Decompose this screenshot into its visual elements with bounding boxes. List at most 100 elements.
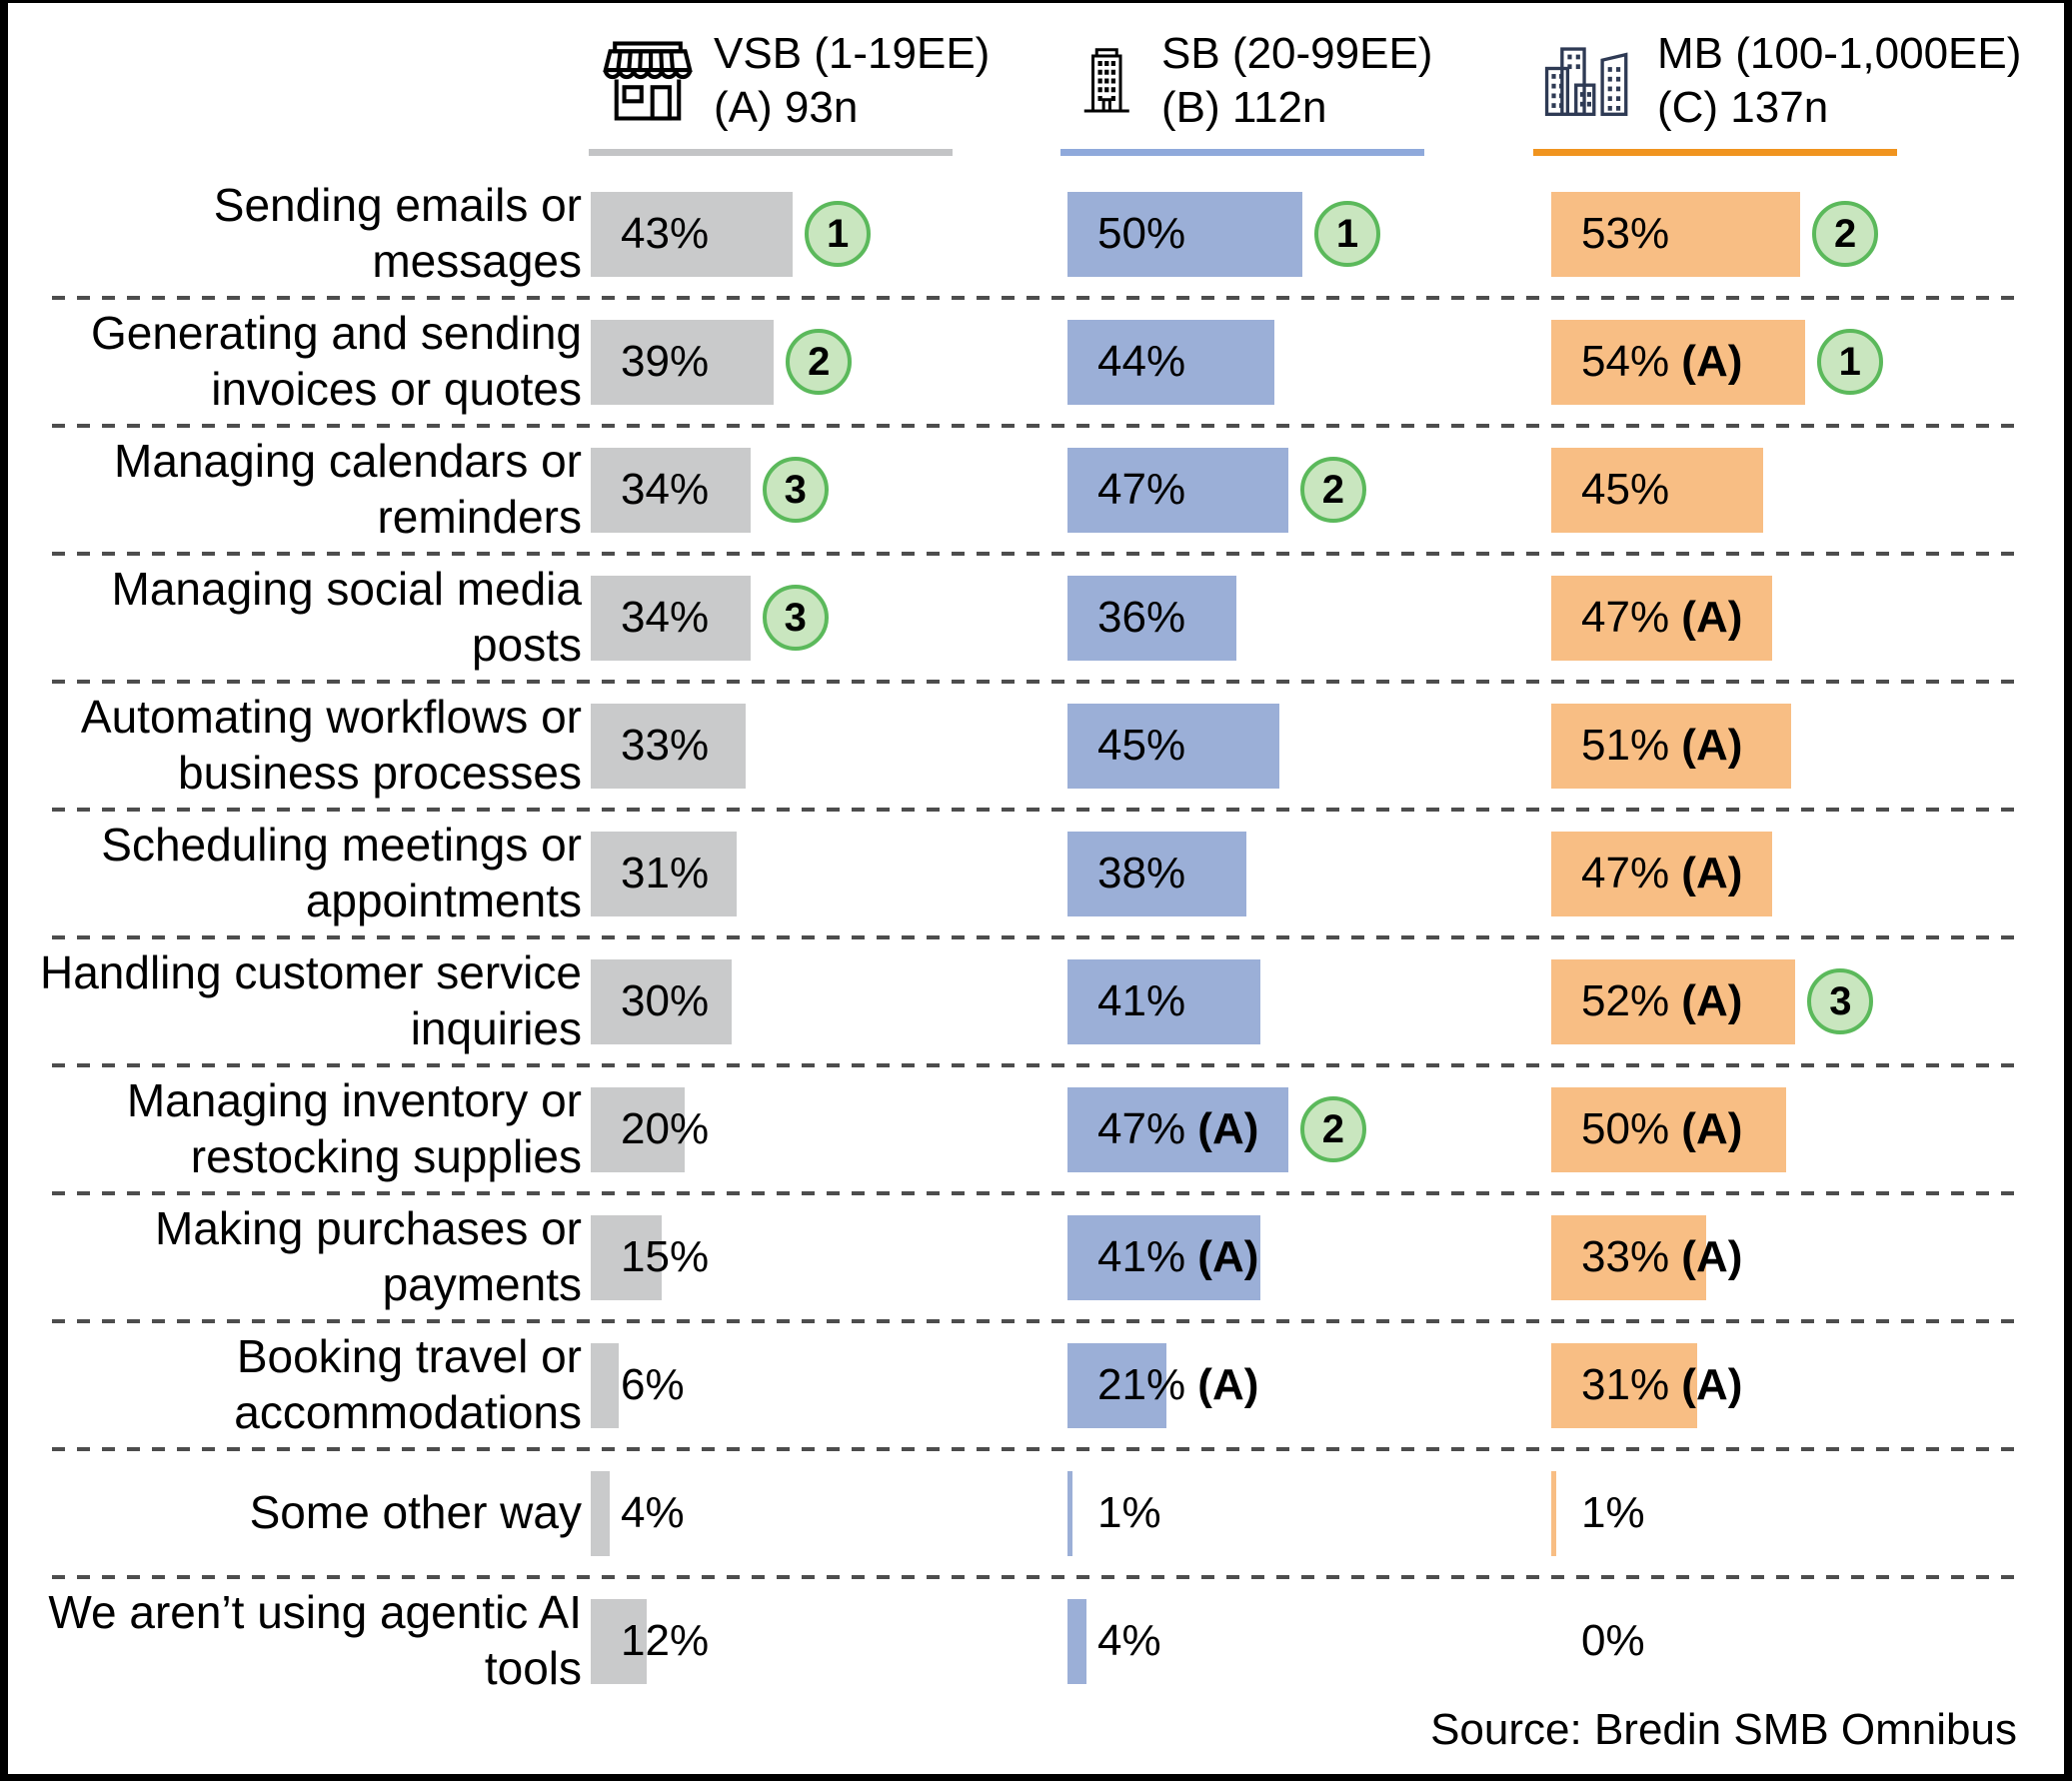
bar-cell-vsb: 20% [591, 1065, 1065, 1193]
category-label: Managing social media posts [111, 563, 583, 671]
category-label: Managing inventory or restocking supplie… [126, 1074, 582, 1182]
chart-row: Managing inventory or restocking supplie… [0, 1063, 2072, 1193]
row-separator [52, 424, 2014, 428]
bar [1551, 704, 1791, 789]
bar-value-label: 15% [621, 1232, 710, 1281]
bar-cell-sb: 50% 1 [1067, 170, 1542, 298]
bar-value-label: 41% (A) [1097, 1232, 1259, 1281]
bar-cell-vsb: 12% [591, 1577, 1065, 1705]
row-separator [52, 1063, 2014, 1067]
bar-cell-sb: 41% [1067, 937, 1542, 1065]
column-base: (B) 112n [1161, 83, 1327, 132]
bar-cell-vsb: 30% [591, 937, 1065, 1065]
bar-value-label: 6% [621, 1360, 685, 1409]
bar [1067, 1215, 1260, 1300]
bar-cell-sb: 1% [1067, 1449, 1542, 1577]
rank-badge: 2 [1299, 457, 1366, 523]
bar-cell-mb: 51% (A) [1551, 682, 2026, 810]
bar-cell-vsb: 34% 3 [591, 426, 1065, 554]
bar [1551, 1471, 1556, 1556]
bar-cell-sb: 41% (A) [1067, 1193, 1542, 1321]
column-underline-sb [1060, 149, 1424, 156]
bar-value-label: 1% [1097, 1488, 1161, 1537]
bar-value-label: 38% [1097, 849, 1186, 897]
chart-row: Some other way 4% 1% 1% [0, 1447, 2072, 1577]
bar-cell-mb: 1% [1551, 1449, 2026, 1577]
significance-marker: (A) [1185, 1360, 1259, 1409]
category-label: Generating and sending invoices or quote… [90, 307, 582, 415]
significance-marker: (A) [1669, 1360, 1743, 1409]
bar [1067, 1599, 1086, 1684]
category-label: Some other way [249, 1486, 582, 1539]
bar [591, 704, 747, 789]
category-label: Automating workflows or business process… [80, 691, 582, 799]
bar-cell-mb: 33% (A) [1551, 1193, 2026, 1321]
bar-value-label: 0% [1581, 1616, 1645, 1665]
bar [1067, 1471, 1072, 1556]
bar [1067, 704, 1279, 789]
chart-row: Managing social media posts 34% 3 36% 47% (A… [0, 552, 2072, 682]
column-header-label: MB (100-1,000EE) (C) 137n [1657, 27, 2021, 134]
storefront-icon [603, 41, 693, 121]
bar [1067, 448, 1288, 533]
category-label: Handling customer service inquiries [39, 946, 582, 1054]
source-note: Source: Bredin SMB Omnibus [1430, 1705, 2017, 1754]
significance-marker: (A) [1185, 1104, 1259, 1153]
bar-value-label: 52% (A) [1581, 976, 1743, 1025]
chart-row: Booking travel or accommodations 6% 21% (A… [0, 1319, 2072, 1449]
bar [591, 1087, 685, 1172]
bar-cell-vsb: 43% 1 [591, 170, 1065, 298]
bar-value-label: 45% [1097, 721, 1186, 770]
bar-cell-sb: 38% [1067, 810, 1542, 937]
column-header-vsb: VSB (1-19EE) (A) 93n [598, 18, 990, 144]
bar-cell-mb: 50% (A) [1551, 1065, 2026, 1193]
bar-value-label: 31% (A) [1581, 1360, 1743, 1409]
bar-value-label: 39% [621, 337, 710, 386]
bar [591, 192, 794, 277]
significance-marker: (A) [1669, 976, 1743, 1025]
bar-cell-vsb: 15% [591, 1193, 1065, 1321]
chart-row: Sending emails or messages 43% 1 50% 1 53% 2 [0, 170, 2072, 298]
bar-value-label: 20% [621, 1104, 710, 1153]
bar-value-label: 1% [1581, 1488, 1645, 1537]
row-separator [52, 808, 2014, 812]
column-header-sb: SB (20-99EE) (B) 112n [1065, 18, 1432, 144]
bar [591, 1599, 648, 1684]
row-separator [52, 1191, 2014, 1195]
bar-value-label: 34% [621, 465, 710, 514]
bar-value-label: 12% [621, 1616, 710, 1665]
bar-cell-mb: 53% 2 [1551, 170, 2026, 298]
bar-cell-mb: 47% (A) [1551, 810, 2026, 937]
bar-cell-sb: 47% 2 [1067, 426, 1542, 554]
bar [591, 959, 732, 1044]
column-underline-mb [1533, 149, 1897, 156]
bar-value-label: 51% (A) [1581, 721, 1743, 770]
column-header-label: VSB (1-19EE) (A) 93n [714, 27, 990, 134]
bar [1067, 576, 1237, 661]
bar-cell-sb: 21% (A) [1067, 1321, 1542, 1449]
bar [1551, 1215, 1707, 1300]
bar-value-label: 44% [1097, 337, 1186, 386]
significance-marker: (A) [1669, 593, 1743, 642]
category-label: Making purchases or payments [155, 1202, 582, 1310]
bar-value-label: 45% [1581, 465, 1670, 514]
bar [591, 576, 751, 661]
bar [591, 1215, 662, 1300]
bar-value-label: 33% [621, 721, 710, 770]
bar [591, 320, 775, 405]
rank-badge: 3 [1807, 968, 1874, 1034]
bar-value-label: 31% [621, 849, 710, 897]
bar [591, 832, 737, 916]
category-label: Managing calendars or reminders [114, 435, 582, 543]
category-label: Scheduling meetings or appointments [101, 819, 582, 926]
significance-marker: (A) [1669, 849, 1743, 897]
rank-badge: 3 [762, 585, 829, 651]
bar-value-label: 41% [1097, 976, 1186, 1025]
category-label: We aren’t using agentic AI tools [48, 1586, 582, 1694]
significance-marker: (A) [1669, 337, 1743, 386]
bar-value-label: 47% (A) [1581, 593, 1743, 642]
row-separator [52, 296, 2014, 300]
rank-badge: 1 [805, 201, 872, 267]
bar [1067, 1087, 1288, 1172]
